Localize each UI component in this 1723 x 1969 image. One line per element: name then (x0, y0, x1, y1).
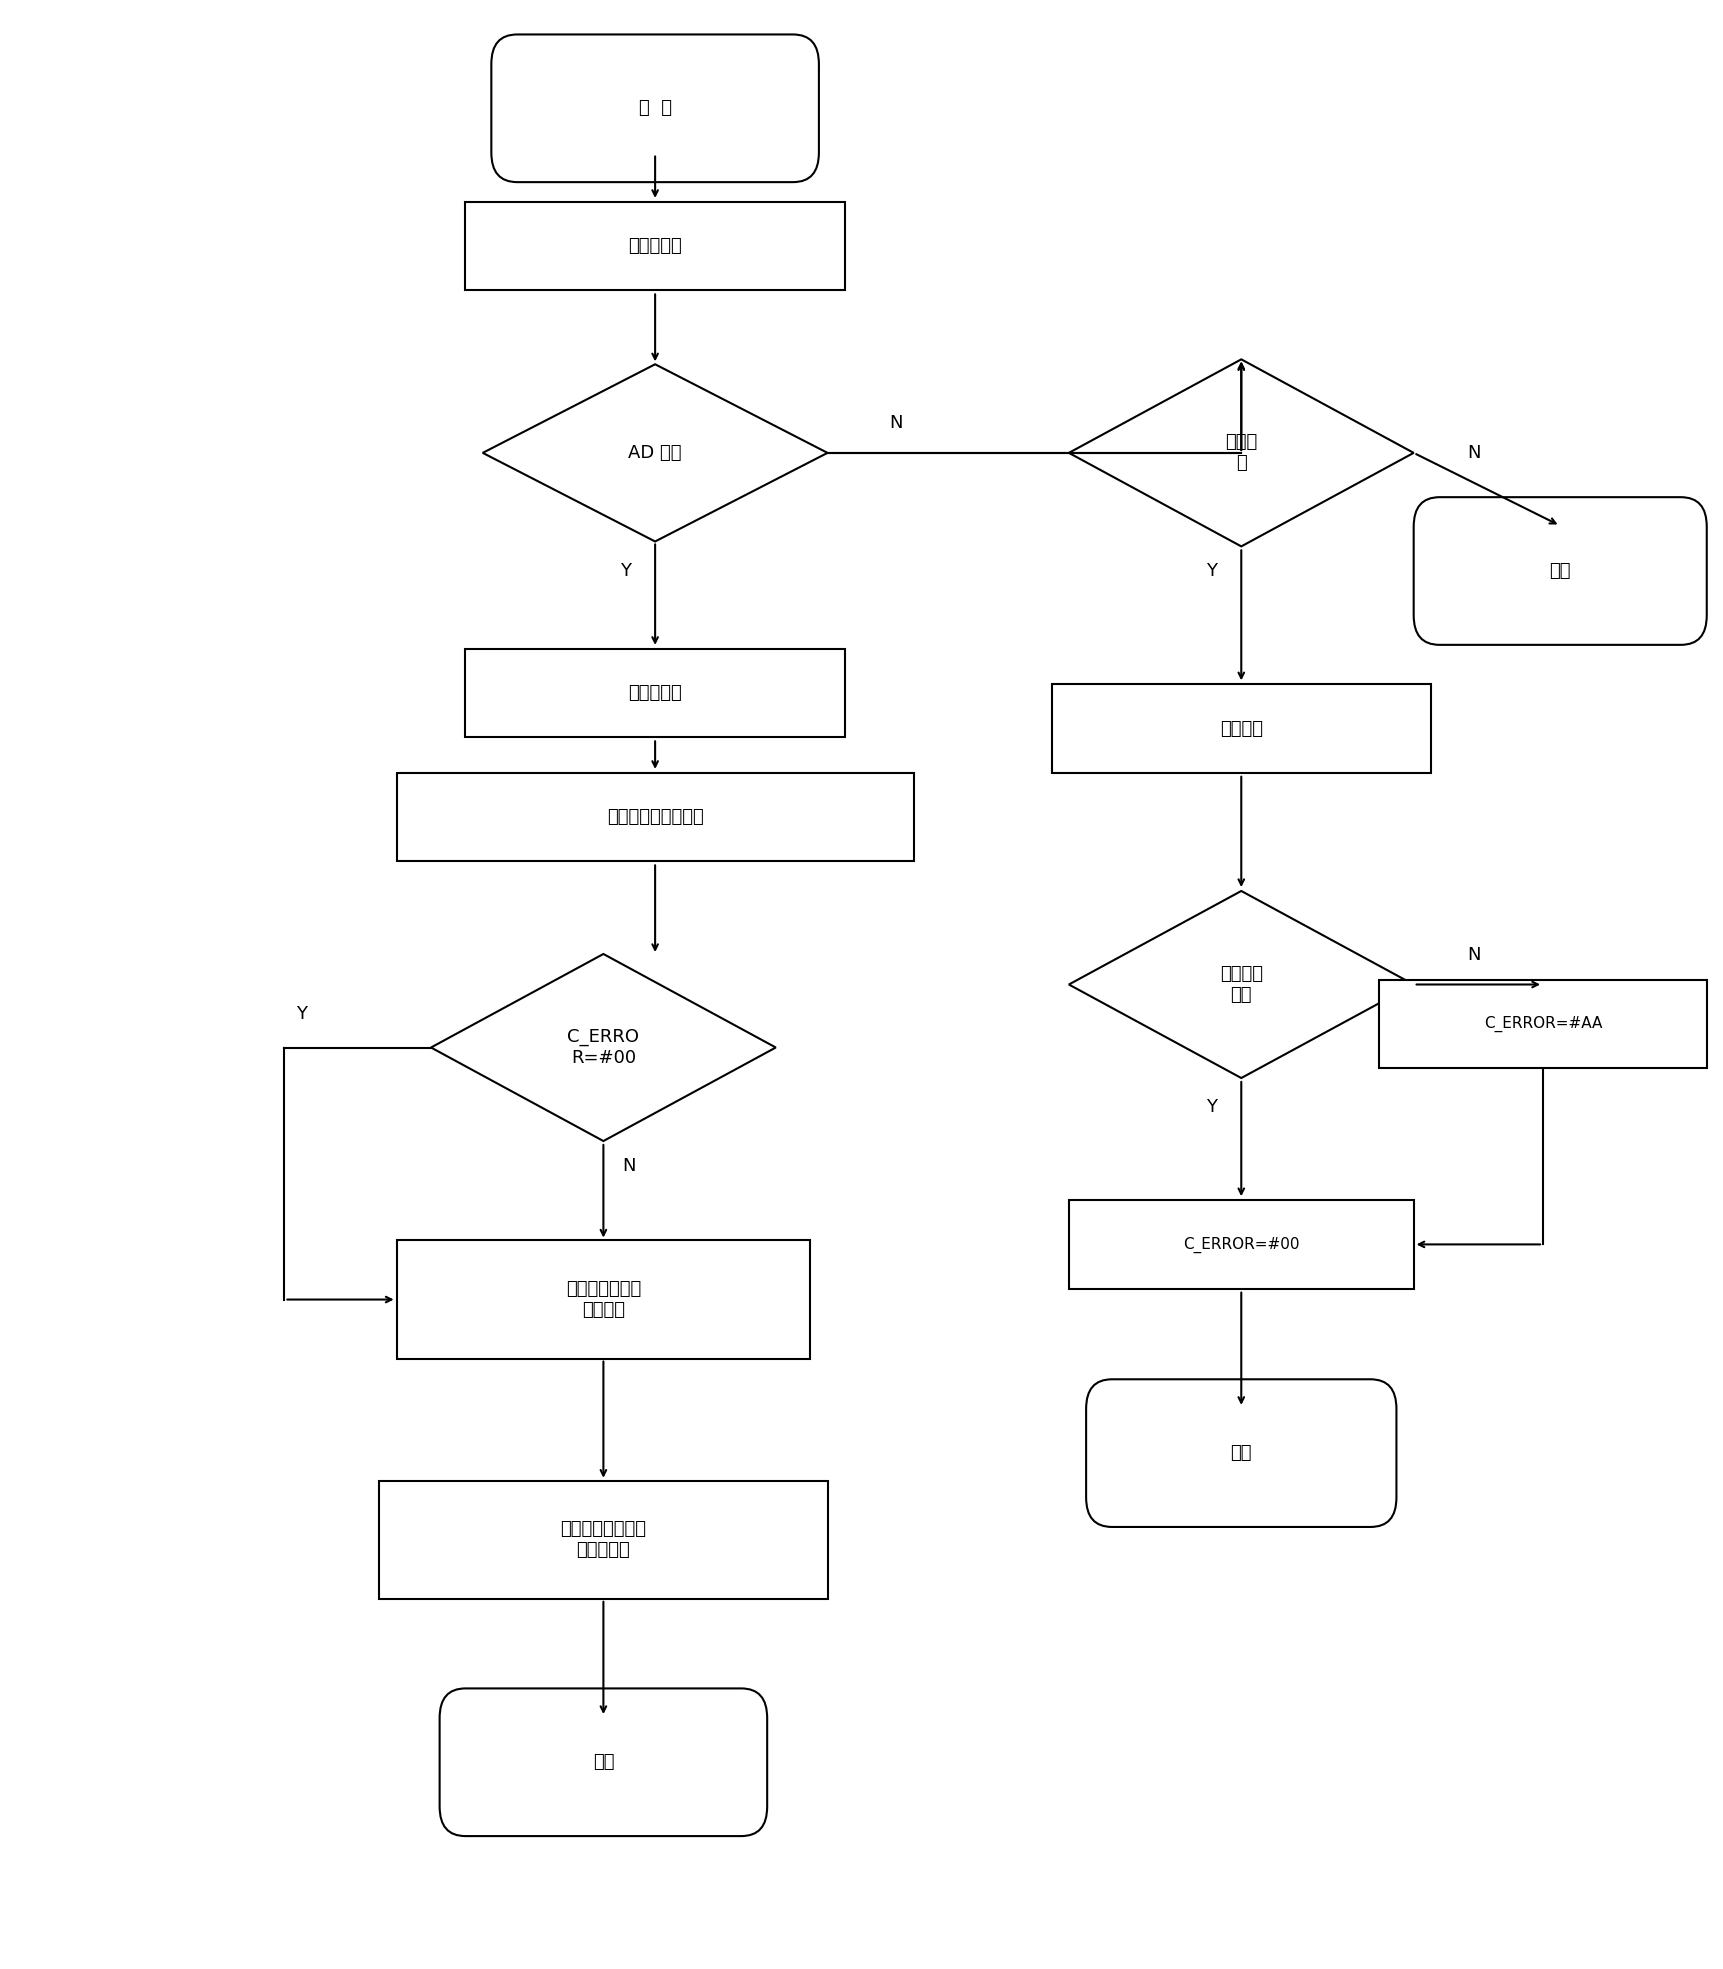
Text: 接收数据: 接收数据 (1220, 719, 1261, 738)
Text: AD 中断: AD 中断 (627, 443, 682, 463)
Bar (1051, 683, 1430, 772)
Text: 校验，误
码？: 校验，误 码？ (1220, 965, 1261, 1004)
Text: Y: Y (620, 561, 631, 581)
Text: 解码中
断: 解码中 断 (1225, 433, 1256, 473)
Bar (1068, 1201, 1413, 1290)
Polygon shape (431, 953, 775, 1140)
Bar (396, 772, 913, 860)
Text: 结束: 结束 (593, 1752, 613, 1772)
Text: 读同步状态: 读同步状态 (627, 236, 682, 256)
FancyBboxPatch shape (491, 35, 818, 183)
Text: 结束: 结束 (1549, 561, 1570, 581)
Text: Y: Y (1206, 1097, 1216, 1116)
Text: 处理本机采样和从
机发送数据: 处理本机采样和从 机发送数据 (560, 1520, 646, 1559)
Text: N: N (889, 413, 903, 433)
Bar (396, 1240, 810, 1359)
Text: N: N (1466, 443, 1480, 463)
Bar (379, 1481, 827, 1599)
FancyBboxPatch shape (1413, 498, 1706, 646)
Bar (465, 201, 844, 289)
Text: 启动编码器，发数据: 启动编码器，发数据 (606, 807, 703, 827)
FancyBboxPatch shape (439, 1689, 767, 1835)
Text: Y: Y (296, 1004, 307, 1024)
Bar (465, 648, 844, 736)
Text: N: N (1466, 945, 1480, 965)
Text: 纠错接收的从机
采样数据: 纠错接收的从机 采样数据 (565, 1280, 641, 1319)
Text: 中  断: 中 断 (638, 98, 672, 118)
Text: 读采样数据: 读采样数据 (627, 683, 682, 703)
FancyBboxPatch shape (1085, 1378, 1396, 1528)
Text: Y: Y (1206, 561, 1216, 581)
Text: N: N (622, 1156, 636, 1175)
Polygon shape (482, 364, 827, 541)
Text: C_ERROR=#AA: C_ERROR=#AA (1484, 1016, 1601, 1032)
Polygon shape (1068, 890, 1413, 1079)
Text: C_ERROR=#00: C_ERROR=#00 (1182, 1237, 1299, 1252)
Bar (1378, 981, 1706, 1067)
Polygon shape (1068, 358, 1413, 545)
Text: 结束: 结束 (1230, 1443, 1251, 1463)
Text: C_ERRO
R=#00: C_ERRO R=#00 (567, 1028, 639, 1067)
